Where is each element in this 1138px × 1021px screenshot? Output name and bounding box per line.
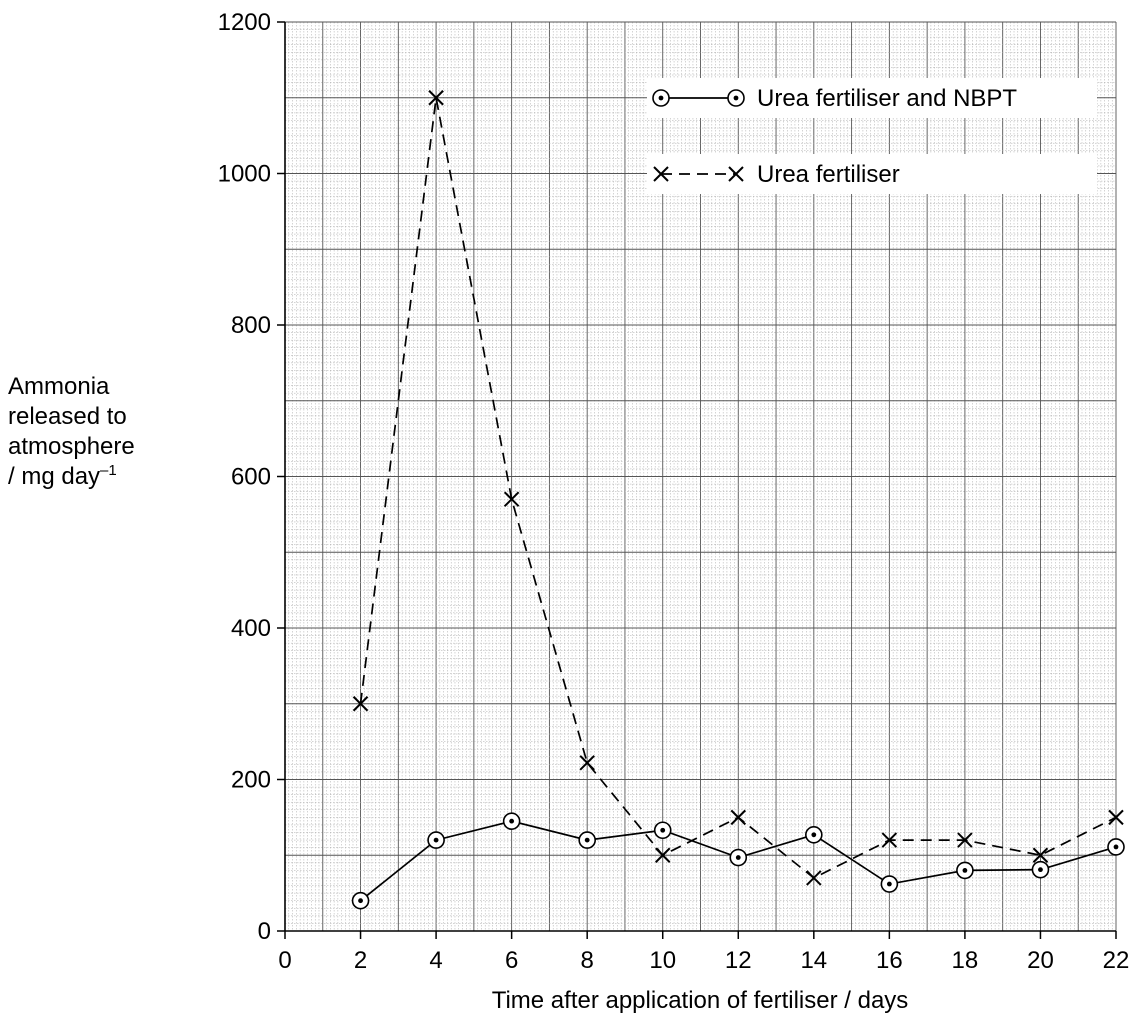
x-tick-label: 10: [649, 947, 676, 974]
data-point-series-2: [730, 809, 746, 826]
marker-dot: [584, 837, 590, 843]
y-axis-label-unit: / mg day–1: [8, 462, 135, 492]
data-point-series-1: [351, 891, 370, 910]
y-tick-label: 400: [231, 615, 271, 642]
marker-dot: [658, 95, 664, 101]
data-point-series-2: [1108, 809, 1124, 826]
data-point-series-1: [1031, 860, 1050, 879]
axis-ticks: 0 200 400 600 800 1000 1200 0 2 4 6 8 10 12 14 16 18 20 22: [218, 9, 1130, 974]
data-point-series-1: [956, 861, 974, 880]
x-tick-label: 20: [1027, 947, 1054, 974]
data-point-series-1: [880, 875, 899, 893]
y-tick-label: 0: [258, 918, 271, 945]
y-tick-label: 1000: [218, 161, 271, 188]
x-tick-label: 8: [581, 947, 594, 974]
data-point-series-2: [428, 90, 444, 106]
data-point-series-2: [655, 847, 671, 863]
legend-marker-2: [728, 166, 744, 182]
marker-dot: [735, 855, 741, 860]
marker-dot: [733, 95, 739, 101]
chart-series: [351, 90, 1125, 910]
data-point-series-1: [578, 831, 596, 849]
data-point-series-2: [352, 696, 369, 712]
x-tick-label: 14: [800, 947, 827, 974]
chart-legend: Urea fertiliser and NBPT Urea fertiliser: [647, 78, 1097, 194]
data-point-series-2: [579, 755, 595, 771]
data-point-series-1: [502, 812, 521, 830]
marker-dot: [1038, 867, 1043, 873]
x-tick-label: 2: [354, 947, 367, 974]
data-point-series-1: [427, 831, 445, 849]
marker-dot: [886, 881, 892, 887]
x-tick-label: 0: [278, 947, 291, 974]
y-axis-label-line-3: atmosphere: [8, 433, 135, 460]
legend-marker-1: [727, 89, 745, 107]
data-point-series-2: [806, 870, 822, 886]
marker-dot: [962, 868, 968, 873]
x-tick-label: 16: [876, 947, 903, 974]
legend-label-1: Urea fertiliser and NBPT: [757, 85, 1017, 112]
y-axis-unit-superscript: –1: [100, 462, 117, 479]
y-axis-label-line-1: Ammonia: [8, 373, 110, 400]
data-point-series-2: [881, 832, 898, 848]
marker-dot: [1113, 844, 1119, 850]
marker-dot: [433, 837, 439, 843]
marker-dot: [811, 832, 817, 838]
legend-marker-1: [652, 89, 670, 107]
data-point-series-2: [1032, 847, 1049, 863]
y-tick-label: 1200: [218, 9, 271, 36]
x-tick-label: 12: [725, 947, 752, 974]
y-tick-label: 200: [231, 767, 271, 794]
marker-dot: [509, 818, 515, 824]
x-tick-label: 6: [505, 947, 518, 974]
data-point-series-1: [1107, 838, 1125, 856]
marker-dot: [660, 827, 666, 833]
x-tick-label: 4: [429, 947, 442, 974]
y-axis-label-line-2: released to: [8, 403, 127, 430]
legend-label-2: Urea fertiliser: [757, 161, 900, 188]
data-point-series-1: [805, 825, 823, 844]
marker-dot: [358, 898, 363, 904]
legend-marker-2: [653, 166, 669, 182]
x-tick-label: 22: [1103, 947, 1130, 974]
data-point-series-1: [729, 848, 748, 867]
y-axis-label: Ammonia released to atmosphere / mg day–…: [8, 372, 135, 492]
y-axis-unit-text: / mg day: [8, 463, 101, 490]
data-point-series-1: [653, 821, 672, 840]
y-tick-label: 600: [231, 464, 271, 491]
data-point-series-2: [957, 832, 973, 848]
x-axis-label: Time after application of fertiliser / d…: [492, 987, 909, 1014]
y-tick-label: 800: [231, 312, 271, 339]
data-point-series-2: [503, 491, 520, 507]
x-tick-label: 18: [952, 947, 979, 974]
